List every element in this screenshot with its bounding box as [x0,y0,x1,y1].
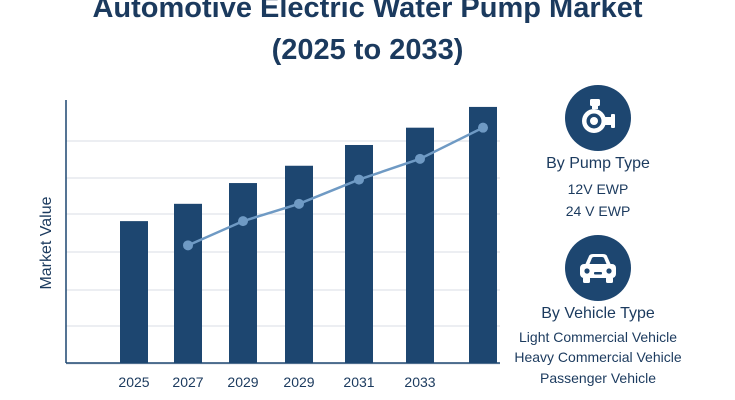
bar [469,106,497,363]
pump-type-item: 12V EWP [567,181,629,197]
x-tick-label: 2027 [172,374,203,390]
bar [174,203,202,363]
y-axis-label: Market Value [38,196,55,290]
chart-title-line2: (2025 to 2033) [271,34,464,66]
trend-point [415,153,425,164]
pump-type-item: 24 V EWP [565,203,631,219]
bar [120,221,148,363]
x-tick-label: 2033 [404,374,435,390]
chart-title-line1: Automotive Electric Water Pump Market [92,0,643,24]
x-tick-label: 2029 [283,374,314,390]
trend-line [187,126,484,247]
x-tick-label: 2025 [118,374,149,390]
bar [285,165,313,363]
pump-type-heading: By Pump Type [546,155,650,172]
vehicle-type-item: Light Commercial Vehicle [519,329,677,345]
bar [229,183,257,363]
x-tick-label: 2029 [227,374,258,390]
bar [406,127,434,364]
vehicle-type-item: Heavy Commercial Vehicle [514,349,682,365]
pump-icon [565,85,631,151]
trend-point [294,198,304,209]
vehicle-type-heading: By Vehicle Type [541,305,655,322]
car-icon [565,235,631,301]
trend-point [238,216,248,227]
x-tick-label: 2031 [343,374,374,390]
trend-point [354,174,364,185]
vehicle-type-item: Passenger Vehicle [540,370,656,386]
trend-point [183,240,193,251]
trend-point [478,122,488,133]
